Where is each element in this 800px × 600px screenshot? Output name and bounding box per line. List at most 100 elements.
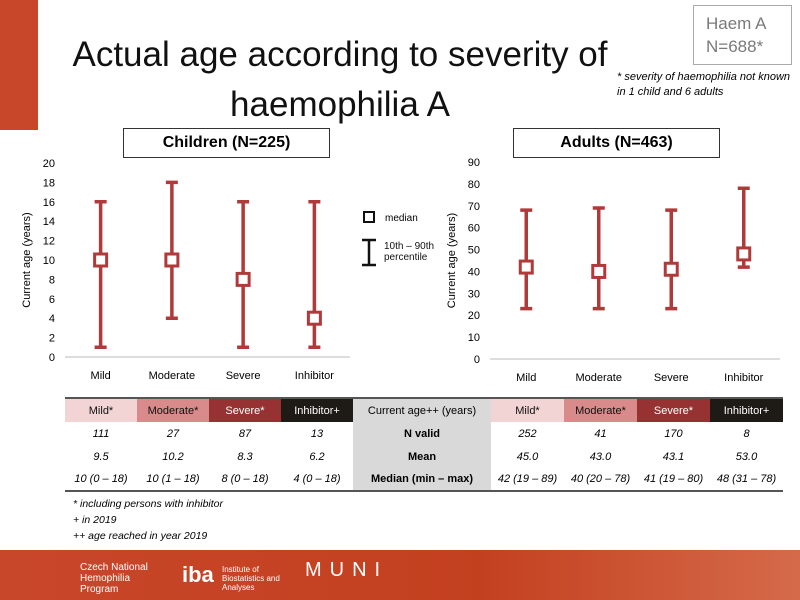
- x-tick-label: Moderate: [149, 370, 195, 382]
- table-cell: 10 (0 – 18): [65, 468, 137, 492]
- y-tick-label: 6: [49, 294, 55, 306]
- table-cell: 48 (31 – 78): [710, 468, 783, 492]
- adults-panel-title: Adults (N=463): [513, 128, 720, 158]
- table-cell: 41: [594, 427, 607, 440]
- chart-0: 0 2 4 6 8 10 12 14 16 18 20 Current age (years) Mild…: [21, 158, 350, 382]
- row-label: Median (min – max): [353, 468, 491, 492]
- table-cell: 8 (0 – 18): [209, 468, 281, 492]
- table-header: Severe*: [209, 397, 281, 422]
- x-tick-label: Inhibitor: [295, 370, 334, 382]
- chart-1: 0 10 20 30 40 50 60 70 80 90 Current age (years) Mi…: [446, 157, 780, 384]
- table-header: Severe*: [637, 397, 710, 422]
- iba-logo: iba: [182, 562, 214, 587]
- y-tick-label: 10: [468, 332, 480, 344]
- percentile-whisker: [665, 208, 678, 311]
- median-marker: [518, 259, 534, 275]
- haem-a-box: Haem A N=688*: [693, 5, 792, 65]
- table-cell: 41 (19 – 80): [637, 468, 710, 492]
- table-cell: 43.0: [589, 450, 612, 463]
- table-cell: 53.0: [735, 450, 758, 463]
- table-cell: 8.3: [237, 450, 253, 463]
- footnotes: * including persons with inhibitor + in …: [73, 496, 223, 544]
- median-marker: [736, 246, 752, 262]
- cnhp-logo: Czech National Hemophilia Program: [80, 562, 148, 595]
- table-row: 111 27 87 13 N valid 252 41 170 8: [65, 422, 783, 445]
- y-tick-label: 0: [49, 352, 55, 364]
- percentile-whisker: [94, 200, 107, 350]
- muni-logo: MUNI: [305, 559, 389, 581]
- median-marker: [306, 310, 322, 326]
- table-cell: 13: [310, 427, 324, 440]
- table-header: Inhibitor+: [281, 397, 353, 422]
- y-tick-label: 2: [49, 333, 55, 345]
- table-cell: 87: [238, 427, 252, 440]
- children-panel-title: Children (N=225): [123, 128, 330, 158]
- y-tick-label: 18: [43, 177, 55, 189]
- table-header: Moderate*: [564, 397, 637, 422]
- table-row: 10 (0 – 18) 10 (1 – 18) 8 (0 – 18) 4 (0 – 1…: [65, 468, 783, 492]
- x-tick-label: Severe: [654, 372, 689, 384]
- y-tick-label: 16: [43, 197, 55, 209]
- y-axis-label: Current age (years): [446, 213, 458, 308]
- y-tick-label: 90: [468, 157, 480, 169]
- y-tick-label: 80: [468, 179, 480, 191]
- summary-table: Mild* Moderate* Severe* Inhibitor+ Current a…: [65, 397, 783, 492]
- footnote: + in 2019: [73, 514, 117, 526]
- y-tick-label: 60: [468, 223, 480, 235]
- y-tick-label: 14: [43, 216, 55, 228]
- row-label: Mean: [353, 445, 491, 468]
- y-tick-label: 40: [468, 266, 480, 278]
- x-tick-label: Moderate: [576, 372, 622, 384]
- x-tick-label: Mild: [516, 372, 536, 384]
- y-tick-label: 8: [49, 274, 55, 286]
- y-tick-label: 20: [468, 310, 480, 322]
- table-header: Inhibitor+: [710, 397, 783, 422]
- table-header: Mild*: [491, 397, 564, 422]
- y-tick-label: 70: [468, 201, 480, 213]
- median-marker: [235, 271, 251, 287]
- y-tick-label: 50: [468, 245, 480, 257]
- table-header: Mild*: [65, 397, 137, 422]
- table-cell: 10 (1 – 18): [137, 468, 209, 492]
- y-tick-label: 0: [474, 354, 480, 366]
- table-cell: 252: [518, 427, 537, 440]
- percentile-legend-icon: [362, 238, 376, 267]
- table-cell: 170: [664, 427, 683, 440]
- table-header: Moderate*: [137, 397, 209, 422]
- footer: Czech National Hemophilia Program iba In…: [0, 550, 800, 600]
- percentile-whisker: [520, 208, 533, 311]
- legend: median: [362, 211, 418, 267]
- table-cell: 42 (19 – 89): [491, 468, 564, 492]
- median-marker: [663, 261, 679, 277]
- table-header-mid: Current age++ (years): [353, 397, 491, 422]
- y-tick-label: 20: [43, 158, 55, 170]
- table-cell: 9.5: [93, 450, 109, 463]
- footnote: * including persons with inhibitor: [73, 498, 223, 510]
- table-cell: 6.2: [309, 450, 325, 463]
- median-marker: [93, 252, 109, 268]
- row-label: N valid: [353, 422, 491, 445]
- median-marker: [164, 252, 180, 268]
- severity-note: * severity of haemophilia not known in 1…: [617, 71, 791, 98]
- accent-bar: [0, 0, 38, 130]
- legend-percentile: 10th – 90th percentile: [384, 241, 435, 263]
- y-tick-label: 12: [43, 236, 55, 248]
- percentile-whisker: [165, 180, 178, 320]
- table-cell: 45.0: [516, 450, 539, 463]
- x-tick-label: Mild: [91, 370, 111, 382]
- footnote: ++ age reached in year 2019: [73, 530, 208, 542]
- median-marker: [591, 263, 607, 279]
- y-tick-label: 30: [468, 288, 480, 300]
- table-row: 9.5 10.2 8.3 6.2 Mean 45.0 43.0 43.1 53.0: [65, 445, 783, 468]
- x-tick-label: Inhibitor: [724, 372, 763, 384]
- table-cell: 111: [92, 427, 110, 440]
- table-cell: 10.2: [162, 450, 184, 463]
- y-tick-label: 4: [49, 313, 55, 325]
- legend-median: median: [385, 213, 418, 224]
- x-tick-label: Severe: [226, 370, 261, 382]
- table-cell: 4 (0 – 18): [281, 468, 353, 492]
- table-cell: 43.1: [662, 450, 685, 463]
- table-cell: 40 (20 – 78): [564, 468, 637, 492]
- y-tick-label: 10: [43, 255, 55, 267]
- percentile-whisker: [592, 206, 605, 311]
